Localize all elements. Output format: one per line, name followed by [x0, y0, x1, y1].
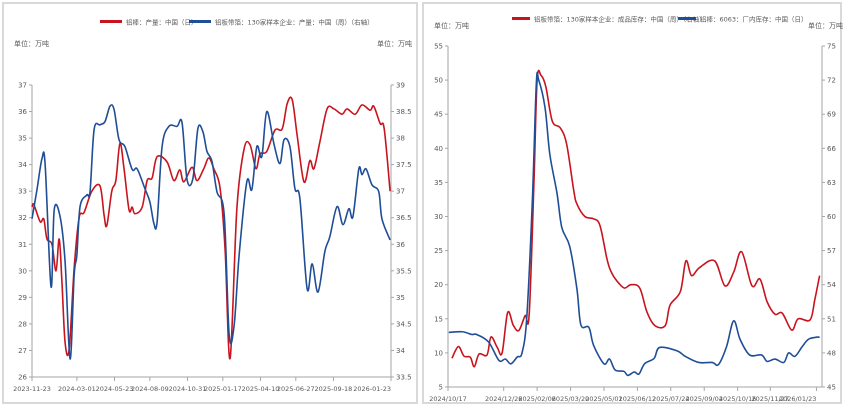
- y-tick-label-right: 37: [396, 188, 405, 196]
- legend-swatch-blue: [678, 17, 696, 20]
- y-tick-label-left: 55: [434, 43, 443, 51]
- y-tick-label-right: 36: [396, 241, 405, 249]
- y-tick-label-right: 35.5: [396, 267, 412, 275]
- x-tick-label: 2023-11-23: [13, 385, 51, 393]
- unit-label-right: 单位：万吨: [808, 21, 843, 30]
- x-tick-label: 2025/02/06: [518, 395, 555, 403]
- y-tick-label-left: 26: [18, 374, 27, 382]
- y-tick-label-left: 30: [18, 267, 27, 275]
- y-tick-label-left: 15: [434, 315, 443, 323]
- y-tick-label-left: 29: [18, 294, 27, 302]
- y-tick-label-right: 54: [827, 281, 836, 289]
- y-tick-label-left: 27: [18, 347, 27, 355]
- x-tick-label: 2026/01/23: [779, 395, 816, 403]
- legend-label: 铝板带箔：130家样本企业：成品库存：中国（周）（右轴）: [534, 15, 706, 24]
- legend-swatch-red: [512, 17, 530, 20]
- x-tick-label: 2025/07/24: [652, 395, 689, 403]
- y-tick-label-right: 36.5: [396, 214, 412, 222]
- x-tick-label: 2024-03-01: [58, 385, 96, 393]
- y-tick-label-right: 57: [827, 247, 836, 255]
- x-tick-label: 2024-08-09: [131, 385, 169, 393]
- series-line-blue: [31, 104, 391, 360]
- y-tick-label-left: 31: [18, 241, 27, 249]
- series-line-red: [451, 69, 821, 368]
- x-tick-label: 2025/05/01: [585, 395, 622, 403]
- x-tick-label: 2024-10-31: [169, 385, 207, 393]
- legend-label: 铝板带箔：130家样本企业：产量：中国（周）（右轴）: [215, 18, 374, 27]
- y-tick-label-left: 5: [439, 384, 443, 392]
- y-tick-label-right: 45: [827, 384, 836, 392]
- y-tick-label-left: 40: [434, 145, 443, 153]
- y-tick-label-right: 34: [396, 347, 405, 355]
- x-tick-label: 2026-01-23: [353, 385, 391, 393]
- unit-label-left: 单位：万吨: [14, 39, 49, 48]
- x-tick-label: 2025/03/20: [552, 395, 589, 403]
- y-tick-label-left: 50: [434, 77, 443, 85]
- x-tick-label: 2025/06/12: [619, 395, 656, 403]
- x-tick-label: 2024/12/26: [485, 395, 522, 403]
- y-tick-label-left: 36: [18, 108, 27, 116]
- x-tick-label: 2025-01-17: [204, 385, 242, 393]
- x-tick-label: 2025-09-18: [315, 385, 353, 393]
- production-chart: 单位：万吨 单位：万吨 26 27 28 29 30 31 32 33 34 35 36 37 33.5 34…: [13, 18, 412, 394]
- y-tick-label-left: 28: [18, 320, 27, 328]
- legend-label: 铝棒：6063：厂内库存：中国（日）: [700, 15, 808, 24]
- y-tick-label-right: 63: [827, 179, 836, 187]
- y-tick-label-right: 34.5: [396, 320, 412, 328]
- unit-label-left: 单位：万吨: [434, 21, 469, 30]
- y-tick-label-right: 39: [396, 82, 405, 90]
- y-tick-label-right: 51: [827, 315, 836, 323]
- y-tick-label-right: 48: [827, 349, 836, 357]
- legend-label: 铝棒：产量：中国（日）: [126, 18, 198, 27]
- y-tick-label-left: 32: [18, 214, 27, 222]
- x-tick-label: 2025/10/16: [719, 395, 756, 403]
- y-tick-label-right: 35: [396, 294, 405, 302]
- y-tick-label-right: 66: [827, 145, 836, 153]
- x-tick-label: 2025/11/27: [752, 395, 789, 403]
- y-tick-label-left: 10: [434, 349, 443, 357]
- y-tick-label-left: 33: [18, 188, 27, 196]
- y-tick-label-left: 35: [18, 135, 27, 143]
- y-tick-label-left: 35: [434, 179, 443, 187]
- series-line-red: [31, 96, 391, 360]
- x-tick-label: 2024-05-23: [96, 385, 134, 393]
- y-tick-label-right: 69: [827, 111, 836, 119]
- x-tick-label: 2025/09/04: [685, 395, 722, 403]
- y-tick-label-right: 60: [827, 213, 836, 221]
- x-tick-label: 2025-06-27: [277, 385, 315, 393]
- legend-swatch-red: [100, 20, 122, 23]
- y-tick-label-right: 38: [396, 135, 405, 143]
- y-tick-label-left: 30: [434, 213, 443, 221]
- inventory-chart: 单位：万吨 单位：万吨 5 10 15 20 25 30 35 40 45 50 55 45 48 51 54 5…: [429, 15, 843, 404]
- y-tick-label-right: 72: [827, 77, 836, 85]
- y-tick-label-right: 75: [827, 43, 836, 51]
- y-tick-label-right: 33.5: [396, 374, 412, 382]
- y-tick-label-left: 25: [434, 247, 443, 255]
- series-line-blue: [448, 71, 820, 377]
- y-tick-label-left: 34: [18, 161, 27, 169]
- y-tick-label-left: 45: [434, 111, 443, 119]
- x-tick-label: 2025-04-10: [242, 385, 280, 393]
- y-tick-label-right: 37.5: [396, 161, 412, 169]
- unit-label-right: 单位：万吨: [377, 39, 412, 48]
- y-tick-label-left: 37: [18, 82, 27, 90]
- y-tick-label-right: 38.5: [396, 108, 412, 116]
- y-tick-label-left: 20: [434, 281, 443, 289]
- chart-panel-inventory: 单位：万吨 单位：万吨 5 10 15 20 25 30 35 40 45 50 55 45 48 51 54 5…: [422, 2, 843, 404]
- legend-swatch-blue: [189, 20, 211, 23]
- chart-panel-production: 单位：万吨 单位：万吨 26 27 28 29 30 31 32 33 34 35 36 37 33.5 34…: [2, 2, 418, 404]
- x-tick-label: 2024/10/17: [429, 395, 466, 403]
